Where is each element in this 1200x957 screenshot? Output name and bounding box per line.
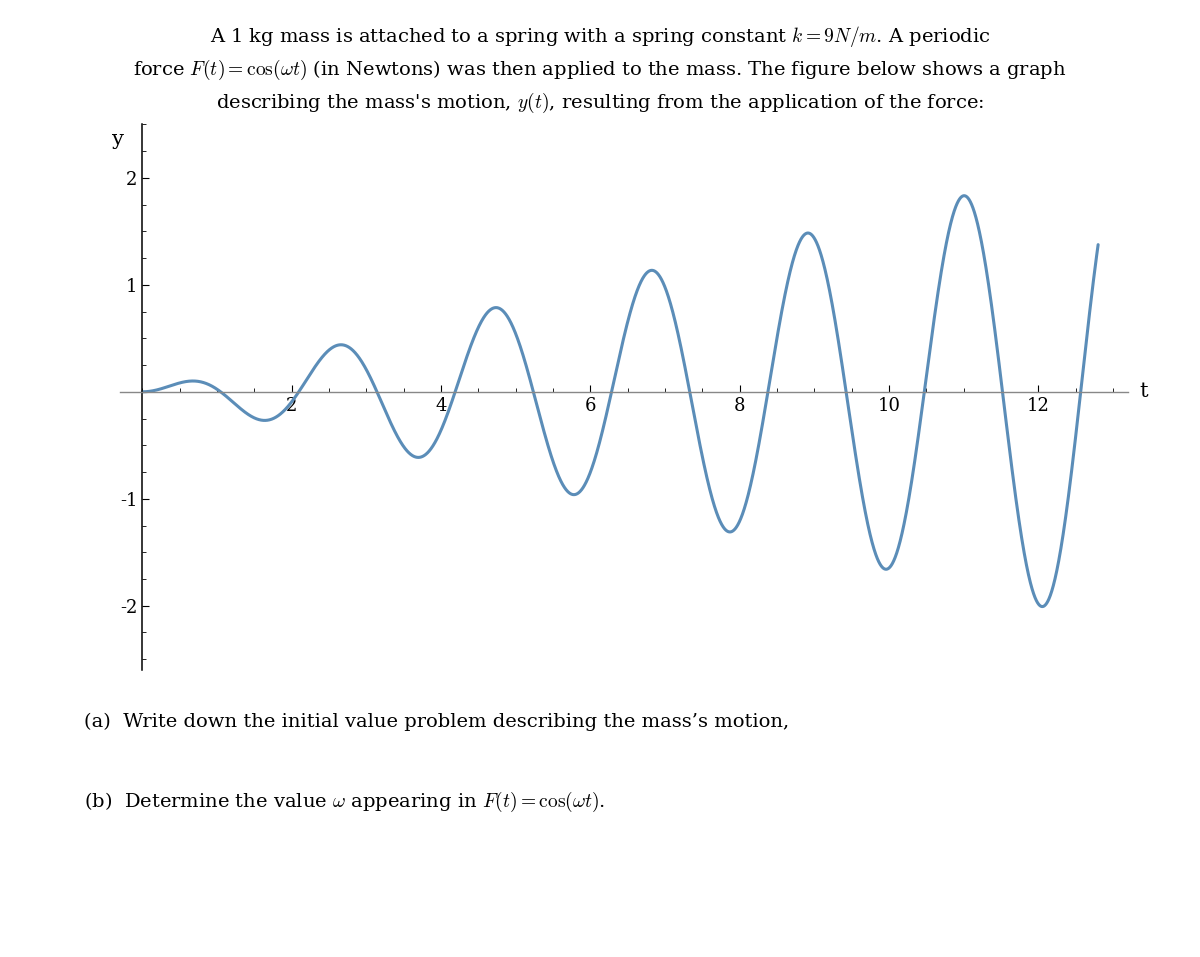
Text: y: y — [112, 130, 124, 148]
Text: describing the mass's motion, $y(t)$, resulting from the application of the forc: describing the mass's motion, $y(t)$, re… — [216, 91, 984, 115]
Text: (a)  Write down the initial value problem describing the mass’s motion,: (a) Write down the initial value problem… — [84, 713, 790, 731]
Text: t: t — [1139, 382, 1148, 401]
Text: A 1 kg mass is attached to a spring with a spring constant $k = 9N/m$. A periodi: A 1 kg mass is attached to a spring with… — [210, 24, 990, 49]
Text: (b)  Determine the value $\omega$ appearing in $F(t) = \cos(\omega t)$.: (b) Determine the value $\omega$ appeari… — [84, 790, 605, 813]
Text: force $F(t) = \cos(\omega t)$ (in Newtons) was then applied to the mass. The fig: force $F(t) = \cos(\omega t)$ (in Newton… — [133, 57, 1067, 81]
